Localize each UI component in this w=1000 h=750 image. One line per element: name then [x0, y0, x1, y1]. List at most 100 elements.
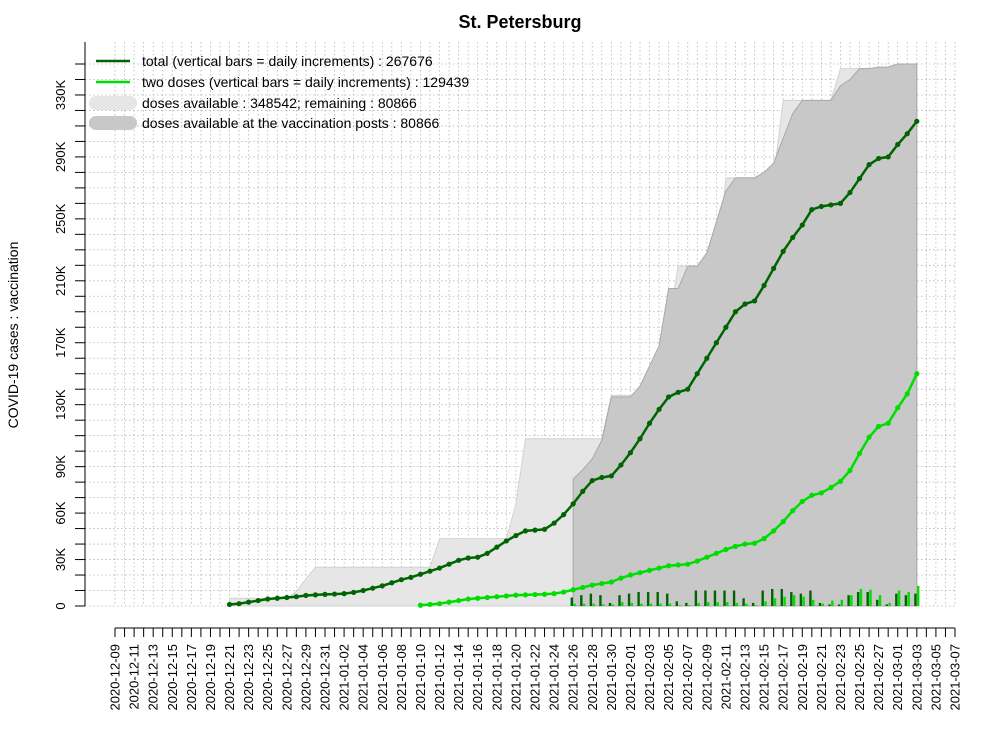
x-tick-label: 2021-01-26: [566, 644, 581, 711]
data-point: [713, 340, 719, 346]
data-point: [914, 118, 920, 124]
data-point: [532, 527, 538, 533]
legend-label: total (vertical bars = daily increments)…: [142, 53, 433, 69]
data-point: [646, 420, 653, 426]
data-point: [494, 544, 500, 550]
x-tick-label: 2020-12-15: [165, 644, 180, 711]
data-point: [570, 587, 576, 593]
data-point: [666, 394, 672, 400]
data-point: [389, 580, 395, 586]
data-point: [904, 391, 910, 397]
data-point: [751, 298, 758, 304]
x-tick-label: 2021-01-02: [337, 644, 352, 711]
data-point: [790, 234, 796, 241]
data-point: [771, 265, 777, 272]
data-point: [799, 222, 805, 228]
data-point: [408, 574, 414, 580]
data-point: [599, 580, 605, 587]
data-point: [436, 601, 443, 607]
x-tick-label: 2021-01-14: [451, 644, 466, 711]
data-point: [685, 386, 691, 392]
y-tick-label: 290K: [53, 141, 68, 172]
data-point: [904, 131, 910, 137]
data-point: [398, 577, 404, 583]
data-point: [732, 543, 739, 549]
data-point: [522, 528, 529, 534]
data-point: [847, 467, 853, 474]
data-point: [465, 596, 471, 602]
x-tick-label: 2021-02-13: [738, 644, 753, 711]
data-point: [265, 596, 271, 602]
y-tick-label: 0: [53, 602, 68, 609]
x-tick-label: 2021-02-15: [757, 644, 772, 711]
data-point: [618, 575, 624, 581]
data-point: [370, 585, 376, 591]
data-point: [522, 592, 529, 598]
x-tick-label: 2021-01-20: [508, 644, 523, 711]
data-point: [828, 484, 834, 491]
data-point: [608, 579, 614, 585]
data-point: [427, 568, 433, 574]
x-tick-label: 2021-01-18: [489, 644, 504, 711]
data-point: [427, 601, 433, 608]
data-point: [885, 154, 891, 160]
legend-label: two doses (vertical bars = daily increme…: [142, 74, 469, 90]
data-point: [723, 324, 729, 330]
data-point: [866, 434, 872, 440]
data-point: [856, 175, 863, 182]
x-tick-label: 2020-12-11: [127, 644, 142, 710]
data-point: [646, 567, 653, 573]
data-point: [331, 591, 338, 597]
data-point: [246, 599, 252, 605]
series-lines: [226, 118, 920, 608]
data-point: [322, 591, 328, 597]
legend-label: doses available : 348542; remaining : 80…: [142, 95, 417, 111]
data-point: [503, 538, 509, 544]
x-tick-label: 2021-02-21: [814, 644, 829, 711]
data-point: [685, 561, 691, 567]
x-tick-label: 2021-03-05: [928, 644, 943, 711]
y-tick-label: 330K: [53, 79, 68, 110]
data-point: [809, 492, 815, 498]
x-tick-label: 2021-01-16: [470, 644, 485, 711]
data-point: [637, 570, 643, 576]
data-point: [809, 206, 815, 213]
data-point: [799, 498, 805, 505]
data-point: [876, 155, 882, 162]
x-tick-label: 2021-02-27: [871, 644, 886, 711]
data-point: [837, 200, 844, 206]
x-tick-label: 2020-12-31: [318, 644, 333, 711]
data-point: [828, 202, 834, 208]
data-point: [818, 490, 824, 496]
data-point: [417, 571, 424, 577]
data-point: [561, 589, 567, 595]
y-axis: 0 30K 60K 90K 130K 170K 210K 250K 290K 330K: [53, 42, 86, 610]
data-point: [771, 528, 777, 534]
x-tick-label: 2020-12-21: [222, 644, 237, 711]
data-point: [532, 591, 538, 598]
data-point: [618, 462, 624, 468]
data-point: [876, 423, 882, 429]
data-point: [351, 589, 357, 595]
legend: total (vertical bars = daily increments)…: [89, 53, 469, 131]
data-point: [837, 478, 844, 484]
data-point: [761, 282, 767, 289]
data-point: [293, 594, 299, 600]
x-tick-label: 2021-02-19: [795, 644, 810, 711]
data-point: [226, 601, 233, 608]
data-point: [761, 536, 767, 542]
data-point: [570, 501, 576, 507]
x-tick-label: 2021-01-24: [547, 644, 562, 711]
y-tick-label: 130K: [53, 389, 68, 420]
data-point: [856, 450, 863, 457]
data-point: [284, 594, 290, 601]
daily-increment-bars: [570, 585, 920, 606]
data-point: [551, 520, 557, 526]
data-point: [627, 572, 634, 578]
chart-title: St. Petersburg: [458, 12, 581, 32]
data-point: [446, 599, 452, 605]
data-point: [417, 602, 424, 608]
data-point: [895, 405, 901, 411]
data-point: [484, 550, 490, 556]
x-tick-label: 2021-02-25: [852, 644, 867, 711]
